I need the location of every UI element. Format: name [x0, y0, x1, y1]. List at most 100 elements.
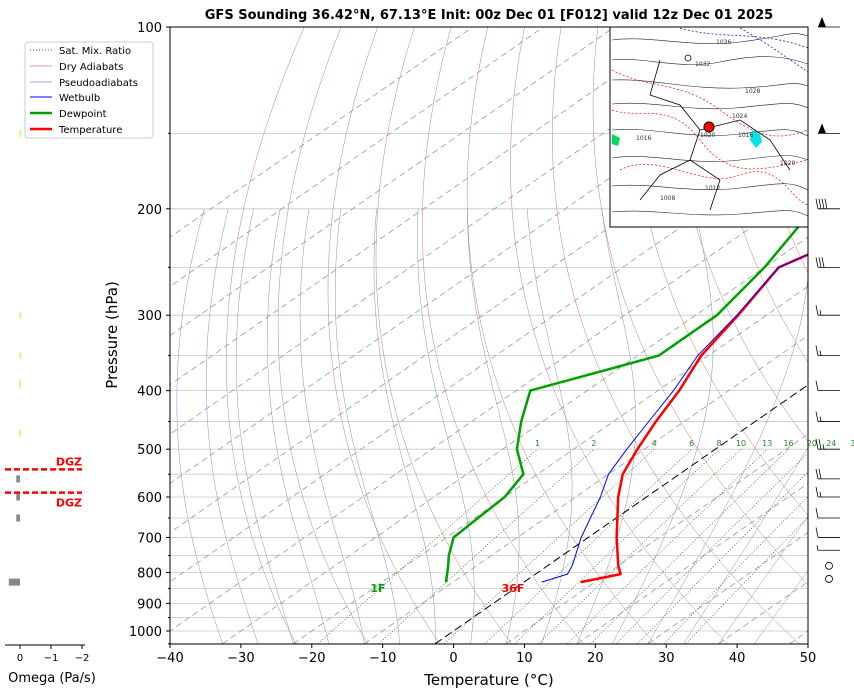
mixing-ratio-label: 24: [826, 439, 836, 448]
wind-barb: [815, 257, 840, 268]
mixing-ratio-line: [637, 471, 808, 644]
wind-barbs: [815, 17, 840, 583]
map-blue-line: [739, 27, 809, 73]
svg-text:Pseudoadiabats: Pseudoadiabats: [59, 78, 138, 89]
omega-bar: [8, 578, 20, 586]
pressure-tick-label: 500: [137, 443, 162, 458]
map-thickness-line: [619, 163, 809, 206]
pseudoadiabat: [373, 208, 436, 644]
pseudoadiabat: [647, 208, 808, 644]
wind-barb: [815, 439, 840, 450]
wind-barb-calm: [825, 575, 833, 583]
pseudoadiabat: [718, 515, 808, 644]
mixing-ratio-line: [378, 448, 595, 644]
wind-barb-full: [824, 198, 828, 209]
mixing-ratio-line: [590, 448, 789, 644]
pseudoadiabat: [612, 208, 714, 644]
x-tick-label: 10: [516, 651, 533, 666]
wind-barb-full: [815, 411, 819, 422]
dry-adiabat: [632, 27, 808, 516]
map-isobar-label: 1032: [695, 61, 710, 68]
wind-barb: [815, 486, 840, 498]
svg-text:Sat. Mix. Ratio: Sat. Mix. Ratio: [59, 46, 131, 57]
y-axis-label: Pressure (hPa): [103, 281, 121, 389]
pseudoadiabat: [267, 208, 330, 644]
dry-adiabat: [592, 27, 808, 586]
mixing-ratio-label: 8: [717, 439, 722, 448]
legend-entry-temperature: Temperature: [30, 125, 122, 136]
pseudoadiabat: [236, 208, 294, 644]
wind-barb: [818, 123, 840, 134]
wind-barb-calm: [825, 561, 833, 570]
pressure-tick-label: 300: [137, 309, 162, 324]
svg-text:Dry Adiabats: Dry Adiabats: [59, 62, 123, 73]
mixing-ratio-line: [484, 448, 692, 644]
zero-isotherm-line: [434, 384, 808, 644]
wind-barb-full: [815, 439, 819, 450]
omega-bar: [19, 129, 21, 137]
pressure-tick-label: 800: [137, 566, 162, 581]
omega-tick-label-0: 0: [17, 653, 23, 664]
svg-text:Temperature: Temperature: [58, 125, 122, 136]
omega-bar: [19, 352, 21, 360]
map-isobar-label: 1016: [636, 135, 651, 142]
mixing-ratio-lines: [317, 448, 808, 644]
wind-barb-full: [821, 257, 825, 268]
chart-title: GFS Sounding 36.42°N, 67.13°E Init: 00z …: [205, 8, 773, 23]
pseudoadiabat: [526, 208, 573, 644]
svg-text:Dewpoint: Dewpoint: [59, 109, 107, 120]
isotherm: [647, 532, 808, 644]
dgz-markers: DGZ DGZ: [5, 455, 82, 510]
wind-barb-flag: [818, 17, 826, 27]
wind-barb: [815, 527, 840, 538]
inset-map: 1036 1032 1028 1024 1020 1016 1012 1008 1016 1020: [609, 26, 809, 228]
isotherm: [576, 482, 808, 644]
wind-barb-half: [819, 310, 822, 316]
mixing-ratio-label: 4: [652, 439, 657, 448]
mixing-ratio-line: [685, 516, 808, 644]
surface-dewpoint-label: 1F: [370, 582, 385, 595]
pressure-tick-label: 1000: [129, 625, 162, 640]
x-axis-ticks: −40 −30 −20 −10 0 10 20 30 40 50: [156, 644, 816, 666]
x-tick-label: −30: [227, 651, 254, 666]
wind-barb: [815, 380, 840, 392]
map-isobar-label: 1036: [716, 39, 731, 46]
omega-tick-label-1: −1: [44, 653, 59, 664]
map-thickness-line: [611, 69, 809, 137]
dry-adiabat: [818, 27, 854, 644]
x-tick-label: 20: [587, 651, 604, 666]
dry-adiabat: [510, 27, 728, 644]
mixing-ratio-label: 6: [689, 439, 694, 448]
pseudoadiabat: [335, 208, 400, 644]
svg-text:Wetbulb: Wetbulb: [59, 93, 100, 104]
pseudoadiabats: [176, 208, 808, 644]
pressure-gridlines: [170, 27, 808, 644]
wind-barb-full: [821, 198, 825, 209]
dry-adiabat: [226, 27, 305, 644]
inset-map-content: 1036 1032 1028 1024 1020 1016 1012 1008 1016 1020: [611, 27, 809, 217]
map-isobar: [611, 129, 809, 137]
pseudoadiabat: [682, 446, 808, 644]
wind-barb-full: [815, 507, 819, 519]
mixing-ratio-label: 13: [762, 439, 772, 448]
map-border: [649, 59, 661, 96]
wind-barb-half: [819, 491, 822, 498]
wind-barb-full: [815, 527, 819, 538]
mixing-ratio-label: 20: [807, 439, 817, 448]
wind-barb-full: [815, 486, 819, 498]
wind-barb-half: [819, 416, 822, 422]
omega-panel: 0 −1 −2 Omega (Pa/s) DGZ DGZ: [5, 129, 96, 686]
mixing-ratio-line: [615, 452, 808, 644]
map-blue-line: [679, 27, 809, 49]
legend-entry-wetbulb: Wetbulb: [30, 93, 100, 104]
pseudoadiabat: [206, 208, 259, 644]
wind-barb-full: [815, 305, 819, 316]
pseudoadiabat: [576, 208, 636, 644]
map-isobar-label: 1028: [745, 88, 760, 95]
map-precip-area: [612, 134, 620, 146]
wind-barb-flag: [818, 123, 826, 134]
dry-adiabat: [707, 27, 808, 363]
omega-bars: [8, 129, 21, 586]
wind-barb-full: [815, 380, 819, 391]
map-thickness-line: [611, 109, 809, 170]
